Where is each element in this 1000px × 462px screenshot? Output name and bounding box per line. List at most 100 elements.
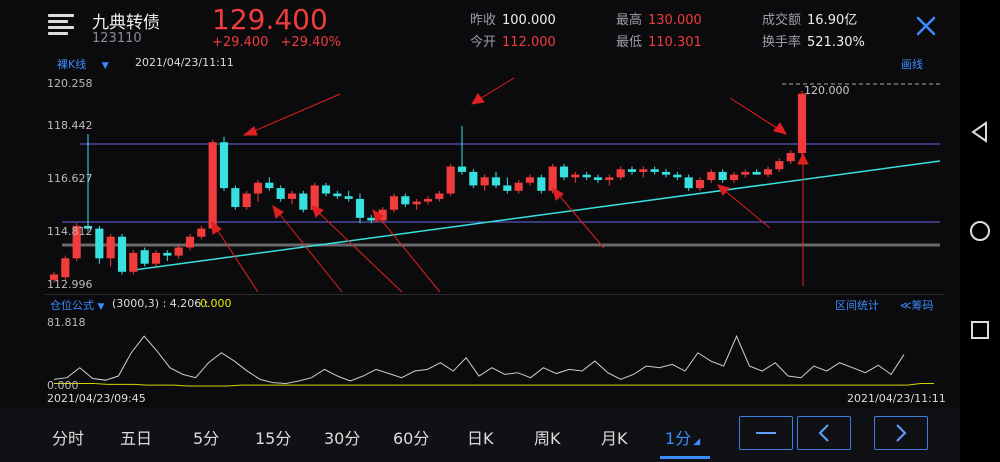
candle-body <box>378 209 387 221</box>
candle-body <box>718 171 727 181</box>
tab-five-day[interactable]: 五日 <box>120 429 153 448</box>
candle-body <box>446 166 455 194</box>
candle-body <box>571 174 580 178</box>
tab-daily[interactable]: 日K <box>467 429 494 448</box>
stat-high: 最高 130.000 <box>616 9 702 28</box>
tab-15min[interactable]: 15分 <box>255 429 292 448</box>
arrow-annotation <box>471 77 515 105</box>
stock-code: 123110 <box>92 31 142 46</box>
zoom-out-button[interactable] <box>739 416 793 450</box>
kline-mode-selector[interactable]: 裸K线 ▼ <box>57 56 109 72</box>
tab-1min[interactable]: 1分 ◢ <box>665 425 700 449</box>
candle-body <box>287 193 297 199</box>
stat-turnover-amount: 成交额 16.90亿 <box>762 9 857 28</box>
price-axis-label: 116.627 <box>47 172 93 185</box>
tab-weekly[interactable]: 周K <box>534 429 561 448</box>
candle-body <box>129 252 138 272</box>
tab-60min[interactable]: 60分 <box>393 429 430 448</box>
arrow-annotation <box>729 97 787 135</box>
stat-label: 最低 <box>616 35 643 50</box>
candle-body <box>537 177 546 191</box>
candle-body <box>401 196 410 205</box>
candle-body <box>775 161 784 170</box>
dropdown-corner-icon: ◢ <box>693 437 701 447</box>
candle-body <box>423 198 433 202</box>
price-axis-label: 112.996 <box>47 278 93 291</box>
change-percent: +29.40% <box>280 35 341 50</box>
indicator-baseline <box>54 383 934 387</box>
close-icon[interactable] <box>914 14 938 38</box>
stat-prev-close: 昨收 100.000 <box>470 9 556 28</box>
stat-label: 昨收 <box>470 13 497 28</box>
tab-monthly[interactable]: 月K <box>601 429 628 448</box>
candle-body <box>650 169 659 172</box>
active-tab-indicator <box>660 456 710 459</box>
candle-body <box>208 142 217 229</box>
candle-body <box>344 196 353 199</box>
stat-turnover-rate: 换手率 521.30% <box>762 31 865 50</box>
menu-icon[interactable] <box>48 14 74 36</box>
candle-body <box>491 177 501 186</box>
candle-body <box>185 236 195 248</box>
range-stat-button[interactable]: 区间统计 <box>835 299 879 312</box>
indicator-chart[interactable] <box>44 312 944 388</box>
back-triangle-icon[interactable] <box>968 120 992 144</box>
scroll-right-button[interactable] <box>874 416 928 450</box>
annotation-arrows <box>211 77 809 293</box>
candle-body <box>707 171 716 181</box>
candle-body <box>435 193 444 199</box>
chip-distribution-button[interactable]: ≪筹码 <box>900 297 934 313</box>
indicator-params: (3000,3) : 4.206 : <box>112 297 209 310</box>
price-axis-label: 114.812 <box>47 225 93 238</box>
candle-body <box>174 247 183 256</box>
stat-label: 换手率 <box>762 35 802 50</box>
candle-body <box>333 193 342 197</box>
kline-mode-label: 裸K线 <box>57 58 87 71</box>
candle-body <box>616 169 625 178</box>
tab-intraday[interactable]: 分时 <box>52 429 85 448</box>
stat-value: 521.30% <box>807 35 865 50</box>
stat-label: 最高 <box>616 13 643 28</box>
candlestick-chart[interactable]: 120.000 <box>44 72 944 294</box>
indicator-name: 仓位公式 <box>50 299 94 312</box>
candle-body <box>151 252 161 264</box>
candle-body <box>797 93 807 154</box>
stat-value: 110.301 <box>648 35 702 50</box>
candle-body <box>231 188 240 208</box>
price-change: +29.400 +29.40% <box>212 35 341 50</box>
home-circle-icon[interactable] <box>968 219 992 243</box>
draw-line-button[interactable]: 画线 <box>901 58 923 71</box>
candle-body <box>367 217 376 221</box>
arrow-annotation <box>797 152 809 286</box>
candle-body <box>299 193 308 210</box>
tab-30min[interactable]: 30分 <box>324 429 361 448</box>
candle-body <box>661 171 671 175</box>
chevron-right-icon <box>896 424 907 442</box>
tab-5min[interactable]: 5分 <box>193 429 220 448</box>
candle-body <box>673 174 682 178</box>
indicator-axis-label: 0.000 <box>47 379 79 392</box>
stock-name: 九典转债 <box>92 13 160 33</box>
stat-open: 今开 112.000 <box>470 31 556 50</box>
recents-square-icon[interactable] <box>968 318 992 342</box>
indicator-value: 0.000 <box>200 297 232 310</box>
candle-body <box>514 182 523 191</box>
panel-divider <box>44 294 944 295</box>
change-value: +29.400 <box>212 35 269 50</box>
scroll-left-button[interactable] <box>797 416 851 450</box>
candle-body <box>163 252 172 256</box>
candle-body <box>253 182 263 194</box>
app-root: 九典转债 123110 129.400 +29.400 +29.40% 昨收 10… <box>0 0 960 462</box>
arrow-annotation <box>242 93 341 136</box>
candle-body <box>593 177 603 181</box>
quote-header: 九典转债 123110 129.400 +29.400 +29.40% 昨收 10… <box>0 0 960 56</box>
indicator-line <box>53 334 905 385</box>
candle-body <box>412 201 421 205</box>
indicator-selector[interactable]: 仓位公式 ▼ <box>50 297 104 313</box>
candle-body <box>627 169 637 172</box>
system-nav-bar <box>960 0 1000 462</box>
candle-body <box>457 166 467 172</box>
candle-body <box>95 228 104 259</box>
candle-body <box>49 274 59 280</box>
candle-body <box>752 171 761 175</box>
